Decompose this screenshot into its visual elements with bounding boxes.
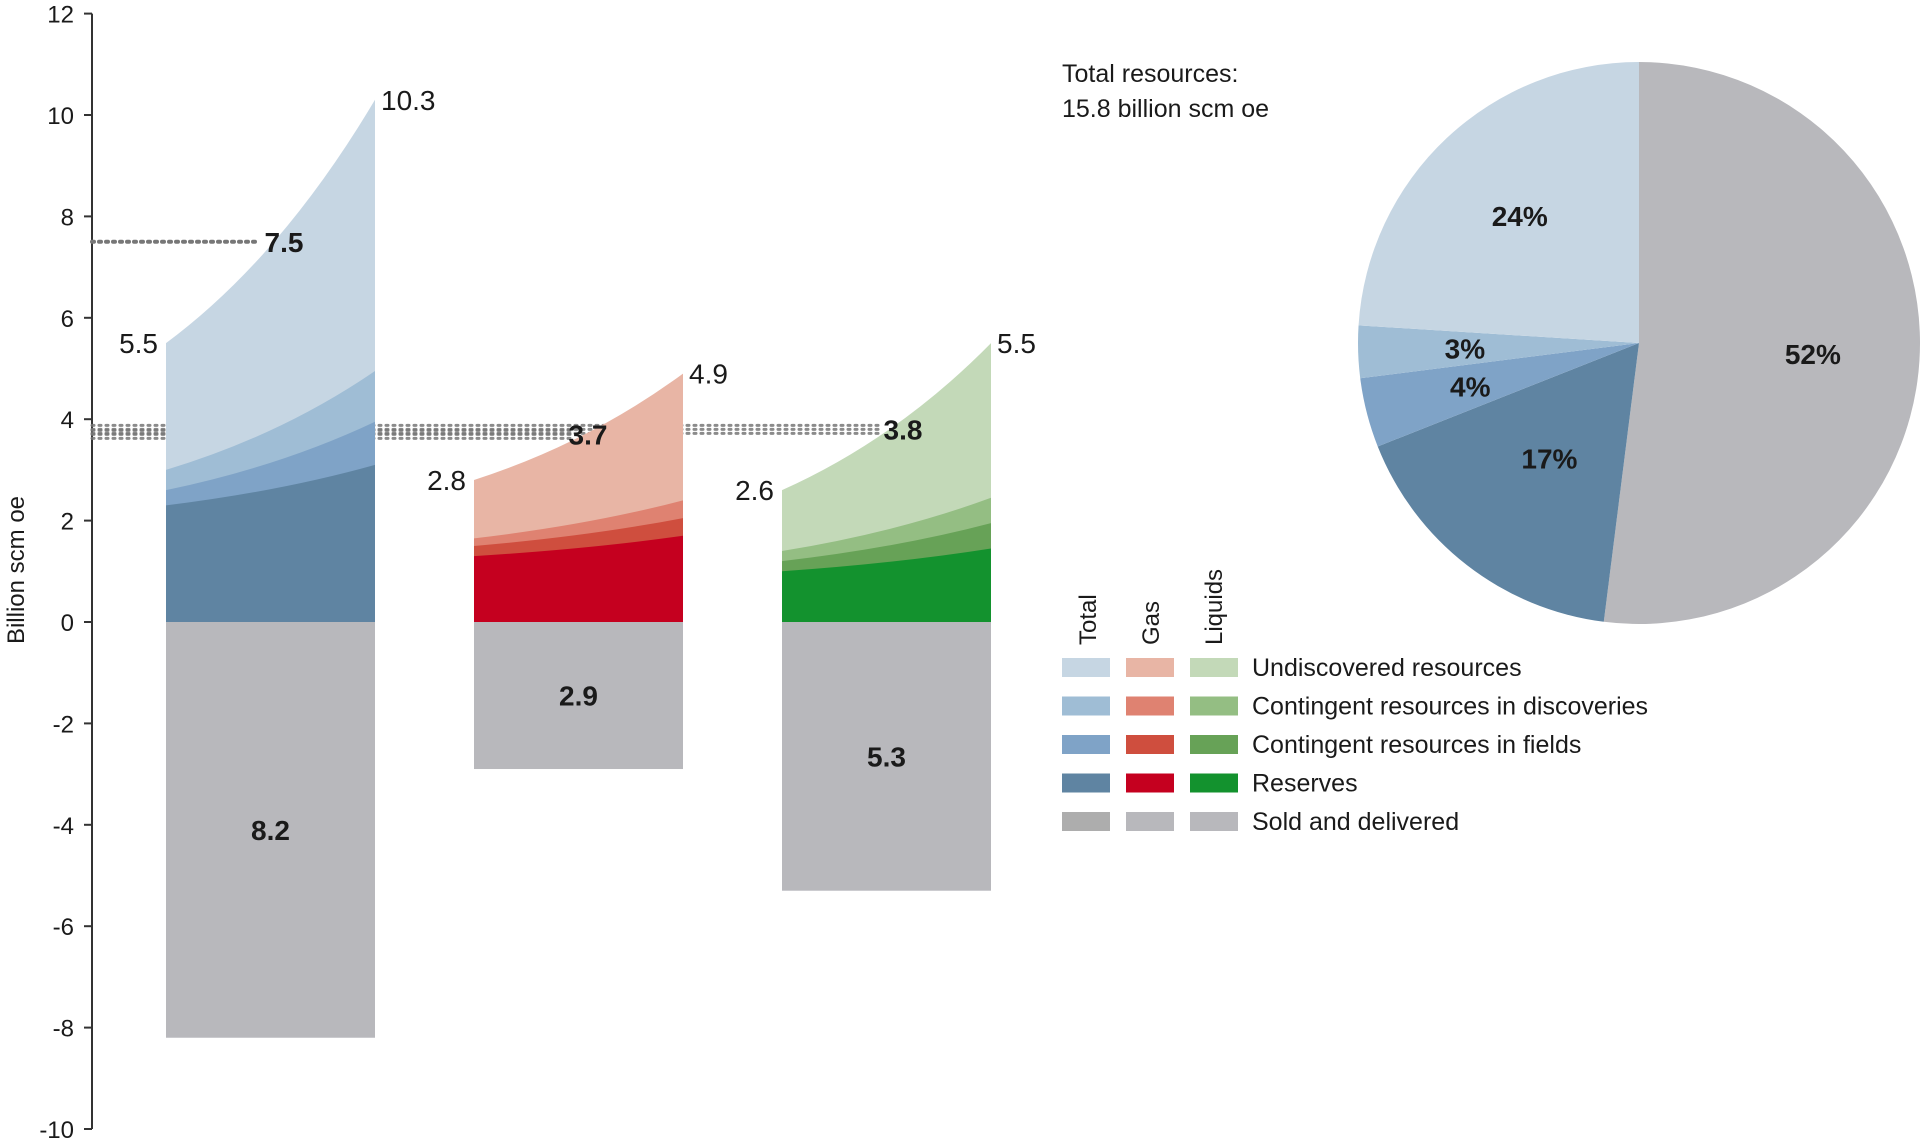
legend-swatch bbox=[1190, 735, 1238, 754]
legend-swatch bbox=[1062, 812, 1110, 831]
right-top-value-label: 5.5 bbox=[997, 328, 1036, 359]
legend-header-total: Total bbox=[1075, 594, 1102, 645]
legend-label: Undiscovered resources bbox=[1252, 654, 1522, 682]
pie-chart: Total resources: 15.8 billion scm oe 52% 17… bbox=[1062, 60, 1920, 624]
y-tick-label: 4 bbox=[61, 407, 74, 434]
legend-header-gas: Gas bbox=[1138, 601, 1165, 645]
y-tick-label: 12 bbox=[47, 2, 74, 29]
y-tick-label: 10 bbox=[47, 103, 74, 130]
sold-value-label: 5.3 bbox=[867, 741, 906, 772]
reference-value-label: 3.7 bbox=[569, 419, 608, 450]
pie-slice-label: 3% bbox=[1445, 333, 1486, 364]
y-tick-label: 6 bbox=[61, 306, 74, 333]
sold-and-delivered-bar bbox=[782, 622, 991, 891]
value-labels: 5.5 10.3 7.5 8.2 2.8 4.9 3.7 2.9 2.6 5.5 3.8 5.3 bbox=[119, 85, 1036, 846]
pie-slice-contingent-resources-in-discoveries bbox=[1358, 325, 1639, 379]
legend-swatch bbox=[1190, 658, 1238, 677]
legend-swatch bbox=[1190, 773, 1238, 793]
pie-slice-undiscovered-resources bbox=[1358, 62, 1639, 343]
pie-slice-sold-and-delivered bbox=[1603, 62, 1920, 624]
legend: Total Gas Liquids Undiscovered resources Con… bbox=[1062, 569, 1648, 836]
pie-slice-contingent-resources-in-fields bbox=[1360, 343, 1639, 447]
sold-value-label: 8.2 bbox=[251, 815, 290, 846]
stacked-columns bbox=[90, 99, 991, 1038]
sold-value-label: 2.9 bbox=[559, 681, 598, 712]
reference-value-label: 7.5 bbox=[265, 227, 304, 258]
legend-label: Contingent resources in fields bbox=[1252, 731, 1581, 759]
liquids-column bbox=[782, 343, 991, 891]
sold-and-delivered-bar bbox=[166, 622, 375, 1038]
pie-title-line-1: Total resources: bbox=[1062, 60, 1238, 88]
y-axis: -10 -8 -6 -4 -2 0 2 4 6 8 10 12 Billion scm oe bbox=[3, 2, 93, 1138]
legend-label: Sold and delivered bbox=[1252, 808, 1459, 836]
legend-swatch bbox=[1126, 696, 1174, 716]
left-top-value-label: 2.6 bbox=[735, 475, 774, 506]
left-top-value-label: 5.5 bbox=[119, 328, 158, 359]
left-top-value-label: 2.8 bbox=[427, 465, 466, 496]
legend-swatch bbox=[1190, 696, 1238, 716]
gas-column bbox=[474, 373, 683, 770]
legend-swatch bbox=[1126, 658, 1174, 677]
y-tick-label: -4 bbox=[53, 813, 74, 840]
legend-swatch bbox=[1126, 735, 1174, 754]
reference-value-label: 3.8 bbox=[884, 414, 923, 445]
pie-slice-label: 52% bbox=[1785, 339, 1841, 370]
y-tick-label: -2 bbox=[53, 711, 74, 738]
y-tick-label: -8 bbox=[53, 1016, 74, 1043]
legend-swatch bbox=[1126, 773, 1174, 793]
y-tick-label: 8 bbox=[61, 204, 74, 231]
reserves-area bbox=[782, 548, 991, 622]
legend-label: Reserves bbox=[1252, 770, 1358, 798]
y-axis-title: Billion scm oe bbox=[3, 496, 30, 644]
total-column bbox=[166, 99, 375, 1038]
y-tick-label: -10 bbox=[39, 1117, 74, 1138]
pie-slice-label: 4% bbox=[1450, 371, 1491, 402]
legend-swatch bbox=[1126, 812, 1174, 831]
legend-header-liquids: Liquids bbox=[1201, 569, 1228, 645]
legend-swatch bbox=[1062, 658, 1110, 677]
sold-and-delivered-bar bbox=[474, 622, 683, 770]
legend-swatch bbox=[1190, 812, 1238, 831]
legend-swatch bbox=[1062, 773, 1110, 793]
right-top-value-label: 10.3 bbox=[381, 85, 436, 116]
y-tick-label: 2 bbox=[61, 509, 74, 536]
pie-title-line-2: 15.8 billion scm oe bbox=[1062, 95, 1269, 123]
legend-swatch bbox=[1062, 696, 1110, 716]
y-tick-label: 0 bbox=[61, 610, 74, 637]
legend-swatch bbox=[1062, 735, 1110, 754]
pie-slice-reserves bbox=[1377, 343, 1639, 622]
right-top-value-label: 4.9 bbox=[689, 359, 728, 390]
reserves-area bbox=[474, 535, 683, 622]
y-tick-label: -6 bbox=[53, 914, 74, 941]
pie-slice-label: 17% bbox=[1521, 443, 1577, 474]
reserves-area bbox=[166, 464, 375, 622]
pie-slice-label: 24% bbox=[1492, 201, 1548, 232]
legend-label: Contingent resources in discoveries bbox=[1252, 693, 1648, 721]
